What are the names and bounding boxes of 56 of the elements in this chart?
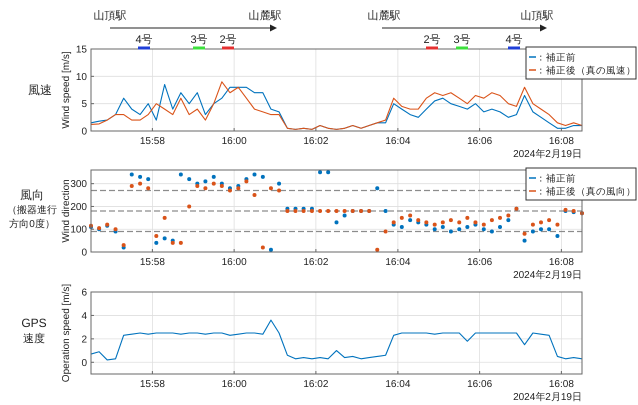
- y-tick-label: 0: [81, 358, 88, 369]
- text: 4号: [135, 34, 153, 46]
- text: GPS: [21, 316, 47, 330]
- text: 3号: [190, 34, 208, 46]
- text: 山頂駅: [94, 9, 126, 22]
- x-tick-label: 16:00: [222, 379, 248, 390]
- text: 2号: [219, 34, 237, 46]
- text: 山麓駅: [368, 9, 400, 22]
- text: 2024年2月19日: [513, 391, 582, 403]
- y-tick-label: 2: [81, 334, 88, 346]
- y-axis-title: Wind speed [m/s]: [61, 51, 72, 129]
- x-tick-label: 16:08: [548, 379, 574, 390]
- x-tick-label: 16:02: [303, 379, 329, 390]
- text: 2024年2月19日: [513, 269, 582, 281]
- text: 方向0度）: [9, 218, 55, 230]
- y-axis-title: Operation speed [m/s]: [61, 284, 72, 382]
- x-tick-label: 16:02: [303, 257, 329, 268]
- y-tick-label: 0: [81, 248, 88, 258]
- x-tick-label: 16:06: [467, 257, 493, 268]
- x-tick-label: 16:08: [548, 257, 574, 268]
- x-tick-label: 16:02: [303, 136, 329, 147]
- y-tick-label: 300: [70, 179, 88, 190]
- x-tick-label: 16:06: [467, 136, 493, 147]
- y-tick-label: 4: [81, 310, 88, 322]
- legend-label: ：補正後（真の風向）: [536, 186, 636, 198]
- x-tick-label: 16:04: [385, 257, 411, 268]
- text: （搬器進行: [7, 204, 57, 216]
- x-tick-label: 15:58: [140, 379, 166, 390]
- x-tick-label: 16:06: [467, 379, 493, 390]
- text: 風速: [28, 83, 52, 97]
- x-tick-label: 15:58: [140, 136, 166, 147]
- y-tick-label: 6: [81, 288, 88, 298]
- legend-label: ：補正前: [536, 172, 576, 184]
- x-tick-label: 15:58: [140, 257, 166, 268]
- y-tick-label: 15: [76, 44, 88, 56]
- x-tick-label: 16:00: [222, 136, 248, 147]
- y-tick-label: 10: [76, 72, 88, 83]
- y-tick-label: 100: [70, 224, 88, 236]
- y-axis-title: Wind direction: [61, 179, 72, 243]
- y-tick-label: 200: [70, 202, 88, 213]
- x-tick-label: 16:04: [385, 379, 411, 390]
- text: 速度: [23, 332, 45, 345]
- text: 風向: [20, 188, 44, 202]
- text: 2024年2月19日: [513, 148, 582, 160]
- y-tick-label: 5: [81, 99, 88, 110]
- x-tick-label: 16:04: [385, 136, 411, 147]
- x-tick-label: 16:00: [222, 257, 248, 268]
- y-tick-label: 0: [81, 126, 88, 138]
- legend-label: ：補正前: [536, 52, 576, 64]
- text: 4号: [505, 34, 523, 46]
- text: 3号: [453, 34, 471, 46]
- legend-label: ：補正後（真の風速）: [536, 64, 636, 76]
- text: 山頂駅: [520, 9, 554, 22]
- x-tick-label: 16:08: [548, 136, 574, 147]
- text: 山麓駅: [248, 9, 282, 22]
- text: 2号: [423, 34, 441, 46]
